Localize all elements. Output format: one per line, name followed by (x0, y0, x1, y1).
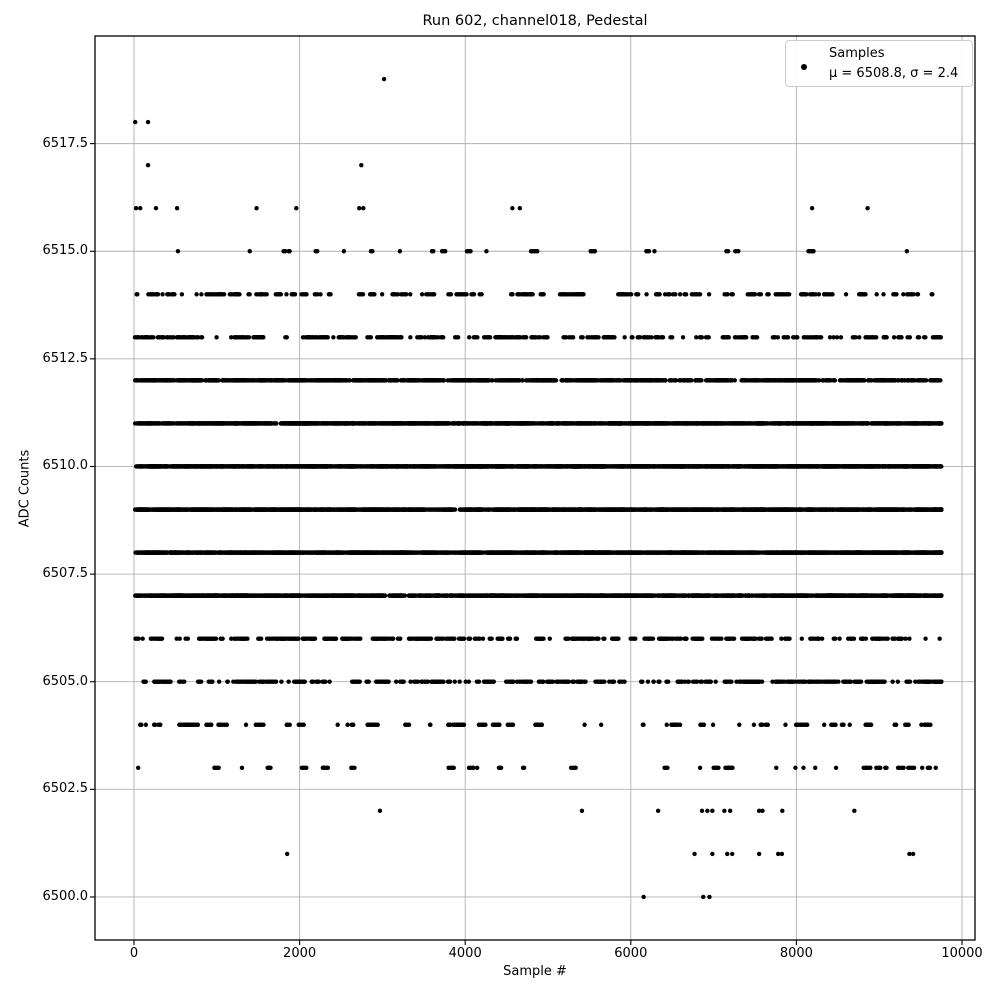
y-tick-label: 6500.0 (42, 888, 89, 904)
legend-sample-dot-icon (801, 64, 807, 70)
x-tick-label: 4000 (448, 946, 482, 961)
x-tick-label: 0 (129, 946, 139, 961)
legend-box: Samples μ = 6508.8, σ = 2.4 (785, 40, 973, 87)
y-tick-label: 6512.5 (42, 350, 89, 366)
y-tick-label: 6505.0 (42, 673, 89, 689)
x-axis-label: Sample # (503, 964, 567, 979)
y-axis-label: ADC Counts (17, 449, 33, 528)
y-tick-label: 6517.5 (42, 135, 89, 151)
y-tick-label: 6515.0 (42, 243, 89, 259)
y-tick-label: 6507.5 (42, 566, 89, 582)
legend-stats-label: μ = 6508.8, σ = 2.4 (829, 66, 959, 81)
legend-text: Samples μ = 6508.8, σ = 2.4 (829, 44, 958, 84)
x-tick-label: 2000 (283, 946, 317, 961)
legend-entry-label: Samples (829, 46, 885, 61)
y-tick-label: 6510.0 (42, 458, 89, 474)
x-tick-label: 10000 (941, 946, 983, 961)
chart-title: Run 602, channel018, Pedestal (422, 13, 648, 29)
y-tick-label: 6502.5 (42, 781, 89, 797)
x-tick-label: 8000 (779, 946, 813, 961)
x-tick-label: 6000 (614, 946, 648, 961)
